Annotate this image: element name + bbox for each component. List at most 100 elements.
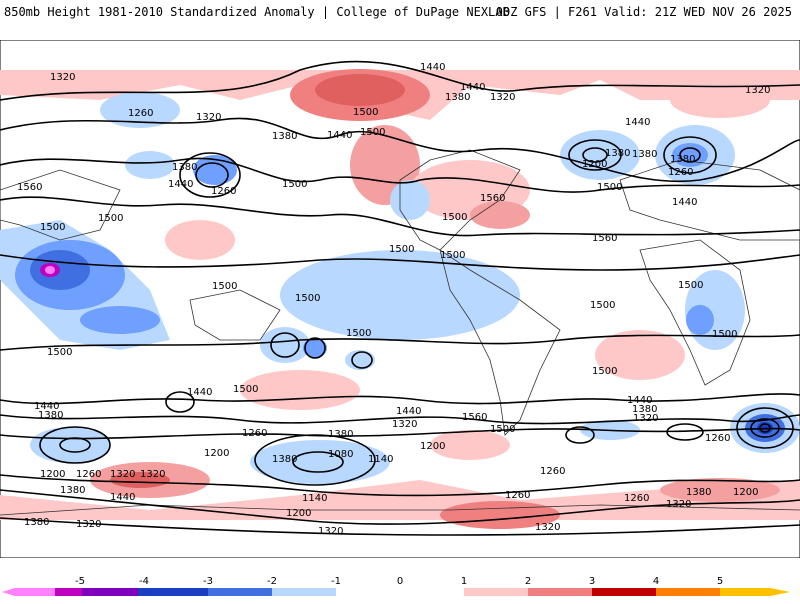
colorbar-swatch — [336, 588, 464, 596]
contour-label: 1500 — [47, 347, 72, 358]
contour-label: 1560 — [462, 412, 487, 423]
map-title: 850mb Height 1981-2010 Standardized Anom… — [4, 5, 510, 19]
contour-label: 1500 — [389, 244, 414, 255]
coastlines — [0, 149, 800, 516]
colorbar-end-arrow — [770, 588, 790, 596]
contour-label: 1380 — [632, 404, 657, 415]
contour-labels: 1320 1440 1380 1440 1320 1260 1320 1500 … — [17, 62, 770, 537]
contour-label: 1320 — [392, 419, 417, 430]
colorbar-swatch — [528, 588, 592, 596]
contour-label: 1320 — [745, 85, 770, 96]
contour-label: 1500 — [295, 293, 320, 304]
contour-label: 1380 — [328, 429, 353, 440]
contour-label: 1500 — [282, 179, 307, 190]
contour-label: 1200 — [286, 508, 311, 519]
colorbar-tick: -1 — [331, 576, 341, 587]
colorbar-tick: -2 — [267, 576, 277, 587]
colorbar-swatch — [208, 588, 272, 596]
map-svg: 1320 1440 1380 1440 1320 1260 1320 1500 … — [0, 39, 800, 559]
contour-label: 1380 — [445, 92, 470, 103]
colorbar-ticks: -5 -4 -3 -2 -1 0 1 2 3 4 5 — [75, 576, 723, 587]
contour-label: 1320 — [110, 469, 135, 480]
contour-label: 1500 — [440, 250, 465, 261]
contour-label: 1440 — [168, 179, 193, 190]
contour-label: 1380 — [272, 131, 297, 142]
contour-label: 1200 — [582, 159, 607, 170]
colorbar-swatch — [82, 588, 138, 596]
contour-label: 1260 — [128, 108, 153, 119]
colorbar-tick: 3 — [589, 576, 595, 587]
contour-label: 1380 — [60, 485, 85, 496]
colorbar-tick: -5 — [75, 576, 85, 587]
colorbar-swatch — [464, 588, 528, 596]
contour-label: 1320 — [666, 499, 691, 510]
colorbar-swatch — [15, 588, 55, 596]
contour-label: 1320 — [50, 72, 75, 83]
run-info: 00Z GFS | F261 Valid: 21Z WED NOV 26 202… — [495, 5, 792, 19]
contour-label: 1320 — [140, 469, 165, 480]
colorbar-tick: 5 — [717, 576, 723, 587]
contour-label: 1380 — [24, 517, 49, 528]
contour-label: 1560 — [592, 233, 617, 244]
contour-label: 1440 — [187, 387, 212, 398]
colorbar: -5 -4 -3 -2 -1 0 1 2 3 4 5 — [0, 570, 800, 600]
contour-label: 1260 — [705, 433, 730, 444]
colorbar-start-arrow — [2, 588, 15, 596]
contour-label: 1500 — [40, 222, 65, 233]
contour-label: 1320 — [196, 112, 221, 123]
colorbar-svg: -5 -4 -3 -2 -1 0 1 2 3 4 5 — [2, 576, 790, 596]
contour-label: 1200 — [733, 487, 758, 498]
contour-label: 1440 — [672, 197, 697, 208]
contour-label: 1320 — [76, 519, 101, 530]
contour-label: 1260 — [668, 167, 693, 178]
contour-label: 1500 — [712, 329, 737, 340]
contour-label: 1320 — [318, 526, 343, 537]
contour-label: 1260 — [624, 493, 649, 504]
contour-label: 1440 — [625, 117, 650, 128]
contour-label: 1560 — [480, 193, 505, 204]
contour-label: 1200 — [204, 448, 229, 459]
colorbar-tick: -3 — [203, 576, 213, 587]
contour-label: 1320 — [633, 413, 658, 424]
contour-label: 1500 — [360, 127, 385, 138]
contour-label: 1380 — [38, 410, 63, 421]
contour-label: 1440 — [627, 395, 652, 406]
colorbar-swatch — [592, 588, 656, 596]
contour-label: 1380 — [632, 149, 657, 160]
contour-label: 1440 — [34, 401, 59, 412]
colorbar-swatch — [55, 588, 82, 596]
contour-label: 1320 — [490, 92, 515, 103]
colorbar-swatch — [656, 588, 720, 596]
contour-label: 1260 — [211, 186, 236, 197]
contour-label: 1380 — [605, 148, 630, 159]
contour-label: 1500 — [678, 280, 703, 291]
contour-label: 1440 — [110, 492, 135, 503]
contour-label: 1200 — [40, 469, 65, 480]
contour-label: 1500 — [353, 107, 378, 118]
contour-label: 1140 — [302, 493, 327, 504]
contour-label: 1380 — [272, 454, 297, 465]
contour-label: 1440 — [460, 82, 485, 93]
contour-label: 1140 — [368, 454, 393, 465]
contour-label: 1440 — [420, 62, 445, 73]
contour-label: 1320 — [535, 522, 560, 533]
contour-label: 1260 — [505, 490, 530, 501]
colorbar-tick: -4 — [139, 576, 149, 587]
contour-label: 1500 — [442, 212, 467, 223]
colorbar-swatch — [272, 588, 336, 596]
colorbar-tick: 0 — [397, 576, 403, 587]
contour-label: 1380 — [686, 487, 711, 498]
contour-label: 1440 — [396, 406, 421, 417]
contour-label: 1500 — [212, 281, 237, 292]
contour-label: 1080 — [328, 449, 353, 460]
contour-label: 1500 — [490, 424, 515, 435]
contour-label: 1260 — [76, 469, 101, 480]
contour-label: 1440 — [327, 130, 352, 141]
contour-label: 1560 — [17, 182, 42, 193]
contour-label: 1500 — [592, 366, 617, 377]
contour-label: 1500 — [597, 182, 622, 193]
header: 850mb Height 1981-2010 Standardized Anom… — [0, 0, 800, 22]
contour-label: 1260 — [540, 466, 565, 477]
contour-label: 1200 — [420, 441, 445, 452]
contour-label: 1500 — [98, 213, 123, 224]
